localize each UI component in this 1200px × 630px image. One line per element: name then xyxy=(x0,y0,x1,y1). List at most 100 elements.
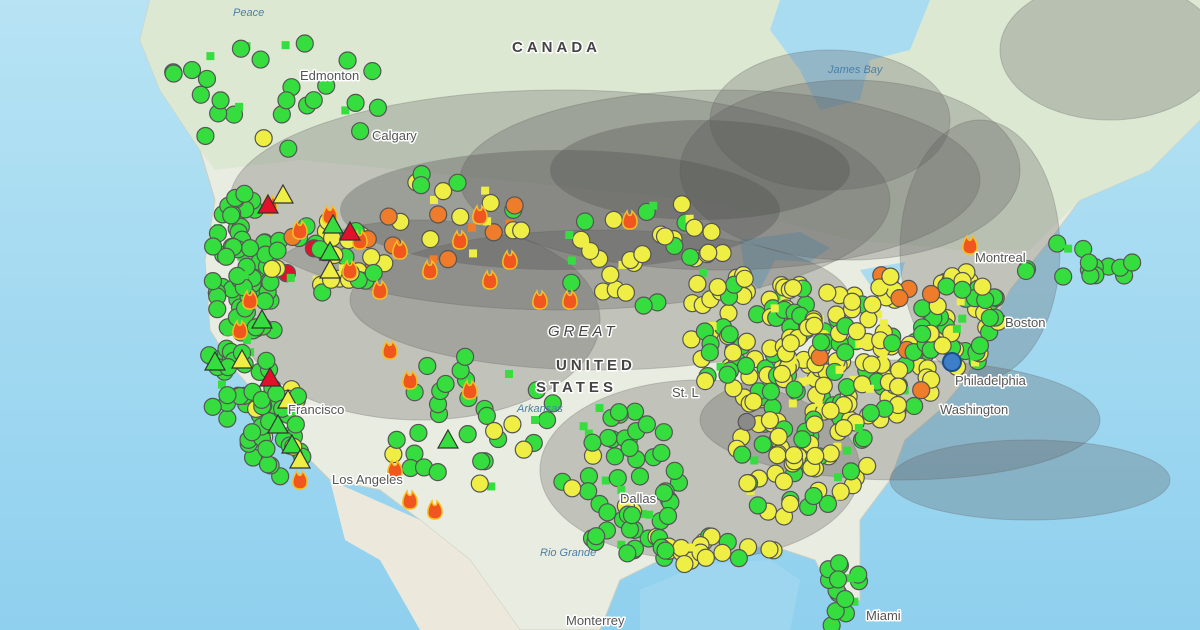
triangle-marker xyxy=(321,213,345,234)
sensor-square xyxy=(833,473,842,482)
monitor-dot xyxy=(685,218,704,237)
fire-icon xyxy=(422,259,438,280)
monitor-dot xyxy=(829,554,849,573)
city-label: Los Angeles xyxy=(332,472,403,487)
sensor-square xyxy=(217,380,226,389)
monitor-dot xyxy=(672,538,691,558)
monitor-dot xyxy=(821,444,840,463)
monitor-dot xyxy=(811,333,831,352)
monitor-dot xyxy=(362,247,381,267)
fire-icon xyxy=(962,234,978,255)
monitor-dot xyxy=(295,34,314,53)
sensor-square xyxy=(483,217,492,226)
monitor-dot xyxy=(761,382,781,401)
monitor-dot xyxy=(768,446,787,465)
monitor-dot xyxy=(203,397,222,416)
triangle-marker xyxy=(258,366,282,387)
monitor-dot xyxy=(861,403,880,423)
sensor-square xyxy=(814,398,823,407)
fire-icon xyxy=(427,499,443,520)
monitor-dot xyxy=(448,173,467,192)
triangle-marker xyxy=(318,240,342,261)
fire-icon xyxy=(472,204,488,225)
monitor-dot xyxy=(599,428,618,448)
sensor-square xyxy=(469,249,478,258)
monitor-dot xyxy=(364,263,383,283)
monitor-dot xyxy=(197,69,217,89)
monitor-dot xyxy=(729,549,748,568)
monitor-dot xyxy=(587,527,606,546)
monitor-dot xyxy=(620,438,639,458)
sensor-square xyxy=(531,416,540,425)
monitor-dot xyxy=(723,343,743,362)
monitor-dot xyxy=(826,602,845,621)
fire-icon xyxy=(372,279,388,300)
sensor-square xyxy=(770,304,779,313)
monitor-dot xyxy=(313,283,332,302)
monitor-dot xyxy=(806,446,825,466)
monitor-dot xyxy=(720,325,739,344)
monitor-dot xyxy=(748,496,767,515)
monitor-dot xyxy=(810,348,829,367)
monitor-dot xyxy=(753,435,772,454)
monitor-dot xyxy=(696,372,715,391)
smoke-plume xyxy=(889,439,1171,521)
fire-icon xyxy=(452,229,468,250)
water-label: Arkansas xyxy=(516,403,563,415)
smoke-core xyxy=(550,120,850,220)
sensor-square xyxy=(699,268,708,277)
sensor-square xyxy=(835,491,844,500)
monitor-dot xyxy=(434,182,453,201)
monitor-dot xyxy=(882,334,902,353)
monitor-dot xyxy=(836,589,855,609)
sensor-square xyxy=(567,256,576,265)
sensor-square xyxy=(971,358,980,367)
monitor-dot xyxy=(514,440,533,459)
sensor-square xyxy=(788,399,797,408)
monitor-dot xyxy=(970,336,990,355)
sensor-square xyxy=(879,352,888,361)
monitor-dot xyxy=(889,377,908,396)
sensor-square xyxy=(286,273,295,282)
monitor-dot xyxy=(980,308,999,328)
sensor-square xyxy=(281,41,290,50)
monitor-dot xyxy=(738,474,757,493)
sensor-square xyxy=(842,446,851,455)
triangle-marker xyxy=(203,350,227,371)
monitor-dot xyxy=(821,401,840,420)
triangle-marker xyxy=(256,193,280,214)
monitor-dot xyxy=(737,332,756,351)
sensor-square xyxy=(601,476,610,485)
monitor-dot xyxy=(1048,234,1067,253)
monitor-dot xyxy=(760,411,780,430)
monitor-dot xyxy=(208,300,227,319)
monitor-dot xyxy=(458,425,477,444)
monitor-dot xyxy=(828,570,848,589)
monitor-dot xyxy=(286,415,305,434)
sensor-square xyxy=(956,297,965,306)
monitor-dot xyxy=(1123,253,1142,272)
monitor-dot xyxy=(652,443,671,463)
monitor-dot xyxy=(630,467,650,486)
monitor-dot xyxy=(317,76,336,95)
monitor-dot xyxy=(182,60,202,80)
city-label: Dallas xyxy=(620,491,657,506)
monitor-dot xyxy=(769,427,788,446)
monitor-dot xyxy=(543,394,562,413)
triangle-marker xyxy=(338,220,362,241)
monitor-dot xyxy=(736,356,756,376)
monitor-dot xyxy=(429,205,448,224)
sensor-square xyxy=(584,429,593,438)
monitor-dot xyxy=(608,469,627,488)
monitor-dot xyxy=(805,415,824,434)
monitor-dot xyxy=(418,356,437,376)
sensor-square xyxy=(854,424,863,433)
monitor-dot xyxy=(421,230,440,249)
city-label: Boston xyxy=(1005,315,1045,330)
sensor-square xyxy=(687,543,696,552)
monitor-dot xyxy=(601,265,620,284)
sensor-square xyxy=(750,456,759,465)
fire-icon xyxy=(392,239,408,260)
monitor-dot xyxy=(774,472,794,491)
monitor-dot xyxy=(277,91,296,110)
